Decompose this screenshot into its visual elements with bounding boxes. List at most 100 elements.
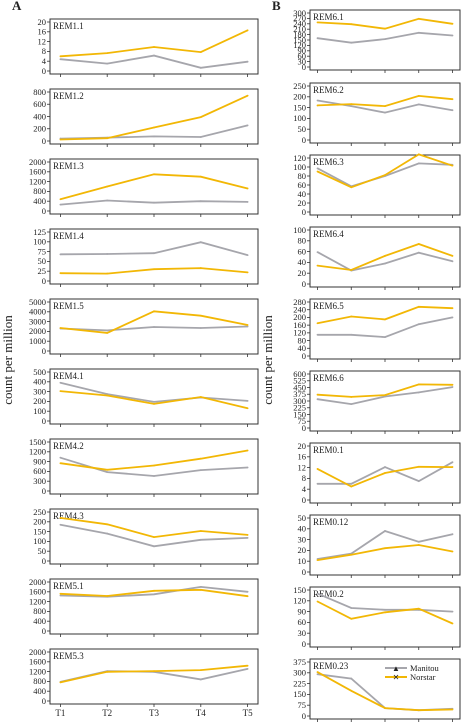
data-point-norstar — [451, 164, 454, 167]
data-point-manitou — [153, 475, 155, 477]
subplot-title: REM6.1 — [313, 12, 344, 22]
y-axis-label-right: count per million — [260, 315, 275, 405]
data-point-norstar — [451, 383, 454, 386]
y-tick-label: 1600 — [29, 657, 46, 667]
y-tick-label: 450 — [293, 382, 306, 392]
data-point-manitou — [384, 608, 386, 611]
data-point-norstar — [59, 272, 62, 275]
data-point-norstar — [316, 671, 319, 673]
data-point-norstar — [316, 322, 319, 325]
y-tick-label: 0 — [42, 346, 46, 356]
data-point-manitou — [246, 124, 249, 127]
data-point-norstar — [417, 709, 420, 712]
subplot-rem0-23: REM0.23075150225300375T1T2T3T4T5 — [293, 657, 461, 724]
y-tick-label: 400 — [33, 616, 46, 626]
y-tick-label: 150 — [293, 585, 306, 595]
data-point-norstar — [246, 449, 249, 452]
y-tick-label: 1200 — [29, 176, 46, 186]
data-point-norstar — [451, 98, 454, 101]
data-point-manitou — [199, 327, 202, 329]
subplot-title: REM6.3 — [313, 157, 344, 167]
y-tick-label: 30 — [298, 628, 307, 638]
y-tick-label: 0 — [42, 696, 46, 706]
y-tick-label: 200 — [33, 124, 46, 134]
y-tick-label: 60 — [298, 246, 307, 256]
y-tick-label: 0 — [302, 711, 306, 721]
y-tick-label: 40 — [298, 189, 307, 199]
y-tick-label: 60 — [298, 617, 307, 627]
y-tick-label: 1500 — [29, 437, 46, 447]
y-tick-label: 400 — [33, 196, 46, 206]
data-point-manitou — [246, 254, 249, 257]
data-point-norstar — [59, 327, 62, 329]
data-point-norstar — [384, 318, 386, 321]
y-tick-label: 12 — [38, 36, 47, 46]
data-point-norstar — [384, 105, 386, 107]
data-point-norstar — [350, 617, 353, 620]
y-tick-label: 20 — [298, 441, 307, 451]
subplot-title: REM1.2 — [53, 91, 84, 101]
data-point-norstar — [417, 153, 420, 156]
data-point-norstar — [199, 457, 202, 460]
data-point-norstar — [384, 707, 386, 709]
series-line-manitou — [60, 523, 248, 548]
y-tick-label: 280 — [293, 297, 306, 307]
data-point-norstar — [350, 485, 353, 488]
data-point-norstar — [59, 55, 62, 58]
y-tick-label: 50 — [298, 513, 307, 523]
data-point-manitou — [199, 678, 202, 681]
data-point-manitou — [153, 593, 155, 596]
data-point-manitou — [199, 200, 202, 203]
data-point-manitou — [417, 31, 420, 34]
data-point-manitou — [350, 403, 353, 406]
data-point-norstar — [246, 324, 249, 326]
data-point-norstar — [350, 23, 353, 26]
series-line-manitou — [317, 31, 453, 44]
data-point-norstar — [106, 523, 109, 526]
data-point-manitou — [153, 326, 155, 328]
data-point-manitou — [246, 60, 249, 63]
panel-a-label: A — [12, 0, 22, 13]
subplot-title: REM5.1 — [53, 581, 84, 591]
y-tick-label: 75 — [298, 416, 307, 426]
data-point-manitou — [384, 466, 386, 468]
y-tick-label: 2000 — [29, 577, 46, 587]
data-point-norstar — [59, 138, 62, 141]
data-point-norstar — [153, 589, 155, 592]
subplot-title: REM1.3 — [53, 161, 84, 171]
data-point-norstar — [246, 664, 249, 667]
y-tick-label: 400 — [33, 377, 46, 387]
data-point-manitou — [417, 251, 420, 254]
data-point-norstar — [384, 472, 386, 474]
data-point-norstar — [350, 553, 353, 556]
y-tick-label: 0 — [42, 416, 46, 426]
data-point-norstar — [246, 595, 249, 598]
subplot-title: REM1.5 — [53, 301, 84, 311]
data-point-manitou — [384, 111, 386, 114]
y-tick-label: 200 — [33, 396, 46, 406]
y-tick-label: 4000 — [29, 307, 46, 317]
y-tick-label: 5000 — [29, 297, 46, 307]
y-tick-label: 800 — [33, 606, 46, 616]
subplot-title: REM6.6 — [313, 373, 344, 383]
y-tick-label: 100 — [33, 406, 46, 416]
y-tick-label: 60 — [298, 51, 307, 61]
y-tick-label: 25 — [38, 266, 47, 276]
data-point-norstar — [417, 465, 420, 468]
data-point-norstar — [199, 530, 202, 532]
data-point-manitou — [384, 336, 386, 338]
y-tick-label: 1600 — [29, 587, 46, 597]
y-tick-label: 0 — [42, 556, 46, 566]
data-point-norstar — [246, 94, 249, 97]
y-tick-label: 8 — [302, 473, 306, 483]
data-point-manitou — [316, 333, 319, 336]
data-point-norstar — [153, 268, 155, 271]
data-point-manitou — [316, 398, 319, 401]
y-tick-label: 10 — [298, 556, 307, 566]
y-tick-label: 0 — [42, 626, 46, 636]
data-point-norstar — [106, 331, 109, 334]
data-point-manitou — [199, 66, 202, 69]
data-point-norstar — [384, 611, 386, 614]
data-point-norstar — [451, 466, 454, 468]
y-tick-label: 200 — [293, 92, 306, 102]
